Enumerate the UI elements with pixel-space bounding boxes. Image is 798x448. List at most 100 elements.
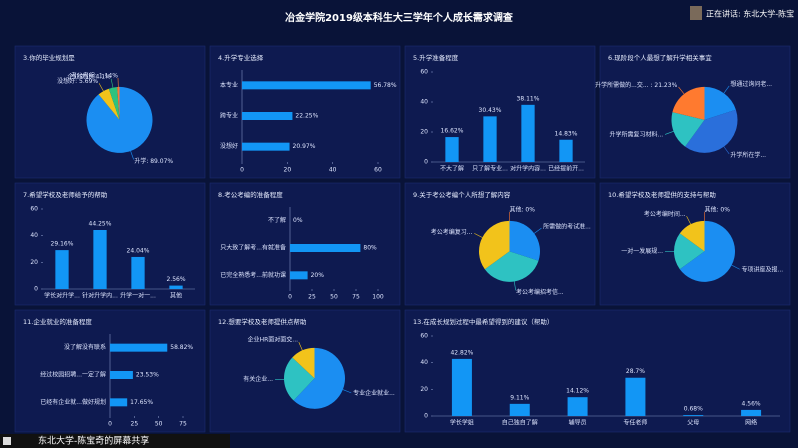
speaker: 正在讲话: 东北大学-陈宝: [706, 9, 794, 19]
category-label: 本专业: [220, 81, 238, 89]
slice-label: 一对一发展规...: [621, 247, 663, 255]
x-tick-label: 自己独自了解: [502, 419, 538, 427]
category-label: 经过校园招聘...一定了解: [40, 371, 106, 379]
leader-line: [98, 83, 104, 92]
value-label: 24.04%: [127, 247, 150, 254]
slice-label: 升学所在学...: [730, 151, 766, 159]
bar: [451, 358, 472, 416]
value-label: 22.25%: [295, 113, 318, 120]
leader-line: [723, 146, 730, 155]
value-label: 0.68%: [684, 406, 703, 413]
value-label: 16.62%: [441, 128, 464, 135]
value-label: 80%: [363, 245, 377, 252]
leader-line: [298, 341, 303, 351]
pie-slice: [679, 220, 735, 282]
slice-label: 升学所需复习材料...: [609, 131, 663, 139]
leader-line: [130, 150, 134, 160]
y-tick-label: 20: [420, 386, 428, 393]
panel-title: 13.在成长规划过程中最希望得到的建议（帮助）: [413, 317, 553, 326]
slice-label: 有关企业...: [243, 375, 273, 383]
category-label: 只大致了解考...有就准备: [220, 244, 286, 252]
panel-title: 3.你的毕业规划是: [23, 53, 75, 62]
x-tick-label: 已经提前开...: [548, 165, 584, 173]
bar: [169, 285, 183, 289]
pie-slice: [293, 347, 345, 409]
x-tick-label: 40: [329, 167, 337, 174]
bar: [625, 377, 646, 416]
pie-slice: [672, 86, 705, 120]
value-label: 28.7%: [626, 368, 645, 375]
bar: [559, 139, 573, 162]
leader-line: [513, 281, 516, 291]
x-tick-label: 学长对升学...: [44, 292, 80, 300]
category-label: 没了解没有联系: [64, 343, 106, 351]
slice-label: 其他: 0%: [705, 205, 731, 213]
x-tick-label: 25: [131, 421, 139, 428]
pie-slice: [284, 357, 315, 401]
bar: [110, 398, 128, 407]
leader-line: [533, 227, 542, 234]
y-tick-label: 0: [424, 413, 428, 420]
panel-title: 10.希望学校及老师提供的支持与帮助: [608, 190, 716, 199]
pie-slice: [671, 112, 705, 147]
leader-line: [678, 86, 685, 95]
share-icon: [3, 437, 11, 445]
bar: [483, 116, 497, 162]
x-tick-label: 不大了解: [440, 165, 464, 173]
x-tick-label: 60: [374, 167, 382, 174]
x-tick-label: 升学一对一...: [120, 292, 156, 300]
value-label: 23.53%: [136, 372, 159, 379]
value-label: 44.25%: [89, 221, 112, 228]
panel-title: 12.想要学校及老师提供点帮助: [218, 317, 307, 326]
x-tick-label: 100: [372, 294, 384, 301]
slice-label: 没想好: 5.69%: [57, 77, 98, 85]
share-label: 东北大学-陈宝奇的屏幕共享: [38, 435, 149, 447]
slice-label: 企业就业: 4.1%: [68, 72, 111, 80]
x-tick-label: 网络: [745, 419, 757, 427]
bar: [741, 409, 762, 416]
y-tick-label: 60: [420, 333, 428, 340]
bar: [131, 256, 145, 289]
value-label: 9.11%: [510, 394, 529, 401]
bar: [683, 415, 704, 416]
leader-line: [474, 233, 483, 238]
pie-slice: [479, 220, 510, 270]
slice-label: 专项讲座及报...: [741, 266, 783, 274]
value-label: 29.16%: [51, 241, 74, 248]
value-label: 17.65%: [130, 399, 153, 406]
slice-label: 专业企业就业...: [353, 389, 395, 397]
x-tick-label: 50: [330, 294, 338, 301]
leader-line: [664, 131, 674, 135]
pie-slice: [484, 251, 539, 282]
slice-label: 考公考编复习...: [431, 228, 473, 236]
bar: [110, 371, 133, 379]
category-label: 不了解: [268, 216, 286, 224]
value-label: 42.82%: [450, 349, 473, 356]
slice-label: 升学: 89.07%: [134, 157, 173, 165]
x-tick-label: 专任老师: [623, 419, 647, 427]
x-tick-label: 0: [240, 167, 244, 174]
pie-slice: [685, 109, 738, 153]
x-tick-label: 20: [284, 167, 292, 174]
category-label: 已完全熟悉考...前就功课: [220, 271, 286, 279]
x-tick-label: 针对升学内...: [82, 292, 118, 300]
x-tick-label: 父母: [687, 420, 699, 427]
panel-title: 5.升学准备程度: [413, 53, 459, 62]
pie-slice: [98, 88, 120, 120]
y-tick-label: 60: [420, 69, 428, 76]
pie-slice: [509, 220, 540, 261]
share-bar: [0, 434, 230, 448]
y-tick-label: 40: [420, 99, 428, 106]
leader-line: [342, 389, 352, 394]
bar: [509, 403, 530, 416]
leader-line: [723, 85, 730, 94]
x-tick-label: 25: [308, 294, 316, 301]
panel-title: 11.企业就业的准备程度: [23, 317, 92, 326]
y-tick-label: 40: [30, 232, 38, 239]
x-tick-label: 辅导员: [569, 419, 587, 427]
panel: [14, 182, 206, 306]
value-label: 38.11%: [517, 95, 540, 102]
slice-label: 考公考编: 1.14%: [71, 71, 118, 79]
